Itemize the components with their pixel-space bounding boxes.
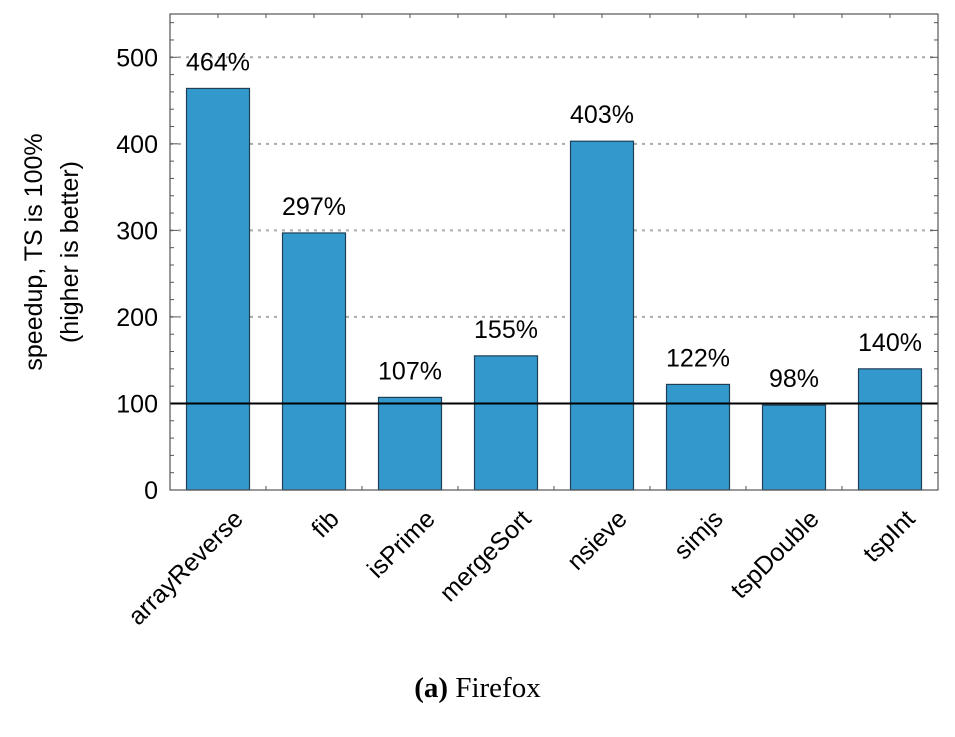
bar-arrayReverse (185, 87, 251, 491)
y-tick-label: 0 (144, 477, 158, 505)
category-label-tspDouble: tspDouble (725, 505, 824, 604)
figure-caption: (a) Firefox (0, 672, 955, 705)
bar-isPrime (377, 396, 443, 491)
bar-simjs (665, 383, 731, 491)
data-labels: 464% 297% 107% 155% 403% 122% 98% 140% (186, 48, 922, 393)
data-label-tspDouble: 98% (769, 365, 819, 393)
data-label-mergeSort: 155% (474, 316, 538, 344)
category-label-arrayReverse: arrayReverse (123, 505, 249, 631)
bar-chart: 0 100 200 300 400 500 464% 297% 107% 155% 403% 122… (20, 13, 939, 631)
category-label-mergeSort: mergeSort (434, 505, 536, 607)
data-label-simjs: 122% (666, 344, 730, 372)
y-axis-label-line1: speedup, TS is 100% (20, 133, 48, 370)
bar-fib (281, 232, 347, 491)
data-label-tspInt: 140% (858, 329, 922, 357)
category-label-fib: fib (306, 505, 344, 543)
y-tick-label: 300 (116, 217, 158, 245)
data-label-fib: 297% (282, 193, 346, 221)
caption-label: (a) (414, 672, 449, 704)
data-label-arrayReverse: 464% (186, 48, 250, 76)
plot-frame (169, 13, 939, 491)
bar-tspInt (857, 368, 923, 491)
y-axis-label-line2: (higher is better) (56, 161, 84, 343)
bar-tspDouble (761, 404, 827, 491)
y-axis-ticks: 0 100 200 300 400 500 (116, 44, 158, 505)
category-label-isPrime: isPrime (362, 505, 441, 584)
y-tick-label: 400 (116, 131, 158, 159)
caption-text: Firefox (455, 672, 541, 704)
y-tick-label: 200 (116, 304, 158, 332)
bar-nsieve (569, 140, 635, 491)
y-tick-label: 100 (116, 390, 158, 418)
y-tick-label: 500 (116, 44, 158, 72)
y-axis-label: speedup, TS is 100% (higher is better) (20, 133, 84, 370)
bar-mergeSort (473, 355, 539, 491)
category-label-nsieve: nsieve (562, 505, 633, 576)
category-label-tspInt: tspInt (858, 505, 921, 568)
category-label-simjs: simjs (669, 505, 729, 565)
data-label-isPrime: 107% (378, 357, 442, 385)
bars (185, 87, 923, 491)
data-label-nsieve: 403% (570, 101, 634, 129)
